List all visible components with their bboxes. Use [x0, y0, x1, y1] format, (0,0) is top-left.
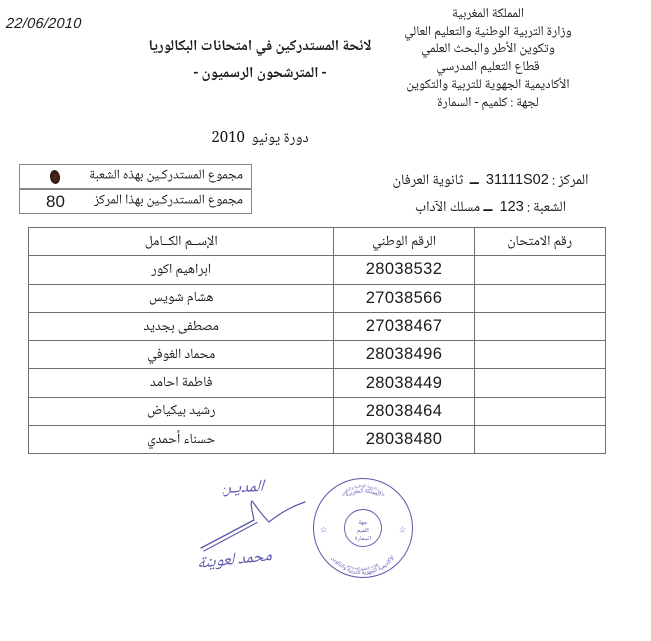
- svg-text:السمارة: السمارة: [355, 533, 372, 544]
- svg-text:☆: ☆: [399, 525, 407, 535]
- svg-text:☆: ☆: [320, 525, 328, 535]
